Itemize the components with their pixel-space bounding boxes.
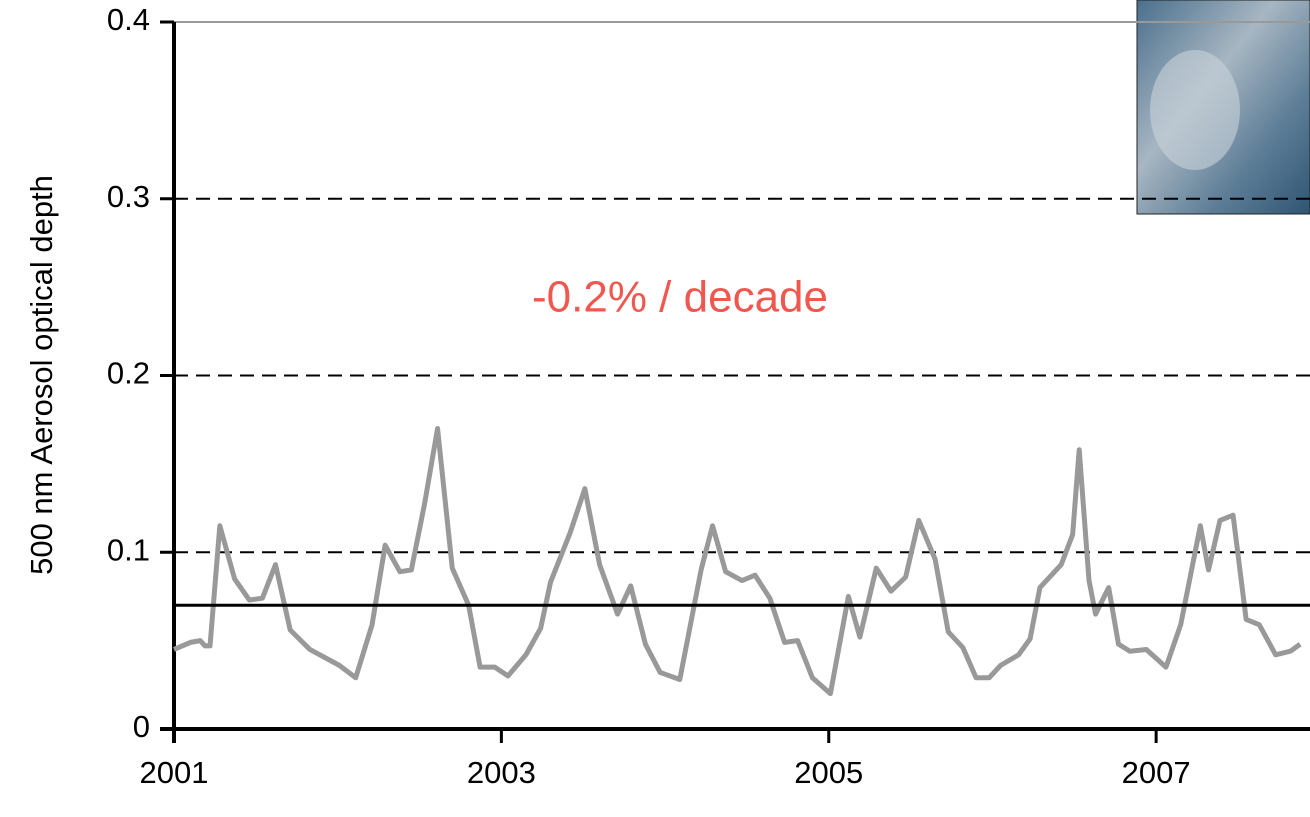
data-line [173, 426, 1302, 697]
y-tick-label: 0.3 [107, 179, 150, 214]
x-tick-label: 2003 [467, 755, 536, 790]
x-tick-label: 2007 [1122, 755, 1191, 790]
x-tick-label: 2001 [140, 755, 209, 790]
annotation: -0.2% / decade [532, 273, 828, 322]
y-tick-label: 0.1 [107, 532, 150, 567]
y-tick-label: 0.2 [107, 356, 150, 391]
x-tick-label: 2005 [794, 755, 863, 790]
y-tick-label: 0 [133, 709, 150, 744]
y-tick-label: 0.4 [107, 2, 150, 37]
y-axis-label: 500 nm Aerosol optical depth [24, 175, 59, 575]
photo-cloud [1150, 50, 1240, 170]
